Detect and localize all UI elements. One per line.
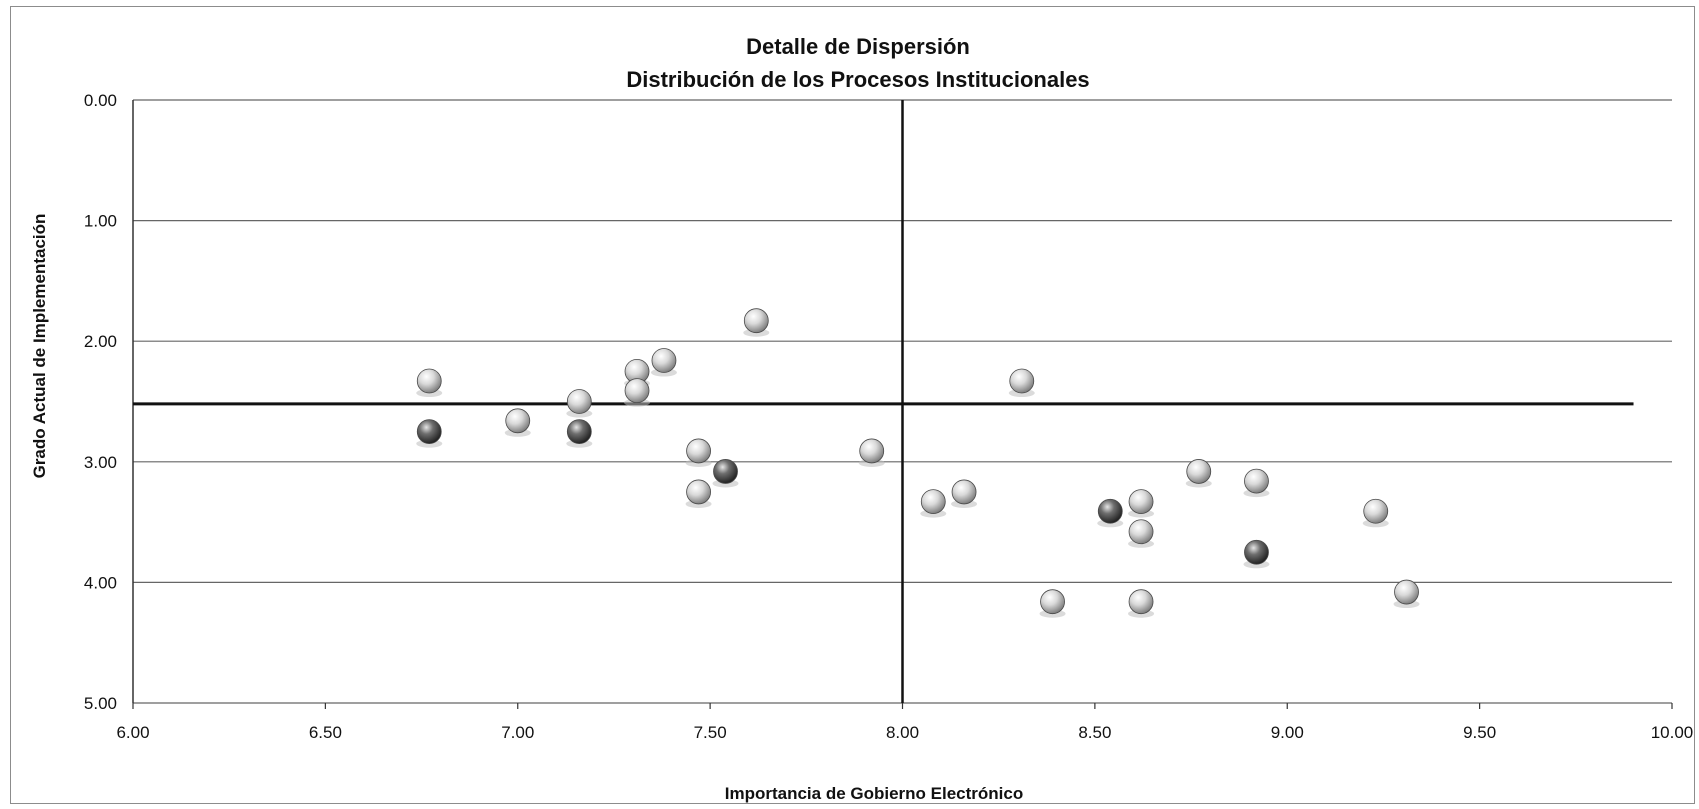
data-points xyxy=(416,308,1420,618)
x-tick-label: 10.00 xyxy=(1651,723,1694,742)
data-point xyxy=(712,459,739,488)
data-point xyxy=(1393,579,1420,609)
data-point xyxy=(566,419,593,448)
data-point-marker xyxy=(713,459,738,484)
data-point xyxy=(685,438,712,467)
data-point-marker xyxy=(651,348,677,373)
data-point xyxy=(1128,519,1155,548)
data-point-marker xyxy=(1097,498,1123,524)
data-point xyxy=(1128,489,1155,518)
data-point-marker xyxy=(686,438,711,464)
data-point xyxy=(743,308,770,337)
data-point-marker xyxy=(1363,498,1389,524)
x-tick-label: 9.50 xyxy=(1463,723,1496,742)
data-point-marker xyxy=(505,408,531,434)
axes xyxy=(132,100,1673,709)
data-point xyxy=(920,489,947,518)
y-tick-label: 3.00 xyxy=(84,453,117,472)
data-point-marker xyxy=(1040,589,1065,615)
reference-lines xyxy=(133,100,1634,703)
data-point xyxy=(685,479,712,508)
data-point-marker xyxy=(1128,519,1154,545)
data-point-marker xyxy=(416,419,442,445)
x-tick-label: 7.50 xyxy=(694,723,727,742)
x-tick-label: 8.50 xyxy=(1078,723,1111,742)
data-point-marker xyxy=(1244,468,1269,494)
data-point-marker xyxy=(1394,579,1419,605)
data-point xyxy=(650,348,677,377)
x-tick-label: 8.00 xyxy=(886,723,919,742)
data-point-marker xyxy=(1128,489,1154,514)
data-point-marker xyxy=(859,438,885,464)
y-tick-labels: 0.00 1.00 2.00 3.00 4.00 5.00 xyxy=(84,91,117,713)
data-point-marker xyxy=(920,489,946,514)
data-point xyxy=(416,368,443,397)
chart-title: Detalle de Dispersión xyxy=(746,34,970,59)
chart-subtitle: Distribución de los Procesos Institucion… xyxy=(626,67,1089,92)
x-tick-label: 9.00 xyxy=(1271,723,1304,742)
data-point xyxy=(1097,498,1124,528)
y-tick-label: 4.00 xyxy=(84,573,117,592)
y-tick-label: 2.00 xyxy=(84,332,117,351)
data-point-marker xyxy=(1186,459,1212,484)
x-axis-title: Importancia de Gobierno Electrónico xyxy=(725,784,1024,803)
data-point-marker xyxy=(566,419,592,445)
data-point-marker xyxy=(1009,368,1035,394)
data-point xyxy=(624,378,651,407)
data-point-marker xyxy=(416,368,442,394)
y-axis-title: Grado Actual de Implementación xyxy=(30,214,49,479)
data-point xyxy=(1128,589,1155,618)
data-point xyxy=(1362,498,1389,528)
x-tick-label: 6.00 xyxy=(116,723,149,742)
data-point-marker xyxy=(743,308,769,334)
data-point-marker xyxy=(566,389,592,414)
data-point xyxy=(858,438,885,467)
data-point-marker xyxy=(686,479,711,505)
data-point xyxy=(1008,368,1035,397)
data-point xyxy=(416,419,443,448)
data-point xyxy=(1243,468,1270,498)
data-point-marker xyxy=(624,378,650,404)
data-point xyxy=(504,408,531,437)
data-point xyxy=(1039,589,1066,618)
data-point-marker xyxy=(1244,539,1269,565)
data-point xyxy=(951,479,978,508)
data-point xyxy=(1243,539,1270,569)
data-point-marker xyxy=(1128,589,1154,615)
y-tick-label: 5.00 xyxy=(84,694,117,713)
x-tick-label: 7.00 xyxy=(501,723,534,742)
x-tick-label: 6.50 xyxy=(309,723,342,742)
x-tick-labels: 6.00 6.50 7.00 7.50 8.00 8.50 9.00 9.50 10.00 xyxy=(116,723,1693,742)
data-point xyxy=(566,389,593,418)
data-point xyxy=(1185,459,1212,488)
y-tick-label: 1.00 xyxy=(84,212,117,231)
y-tick-label: 0.00 xyxy=(84,91,117,110)
data-point-marker xyxy=(951,479,977,505)
